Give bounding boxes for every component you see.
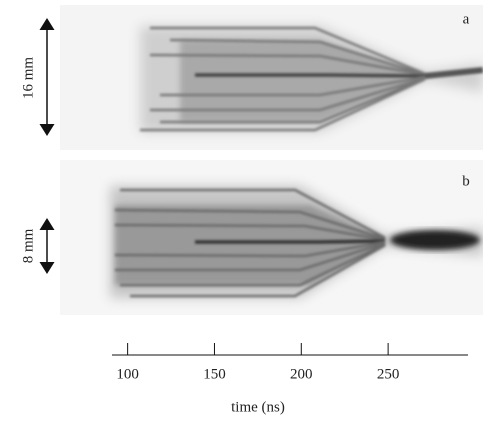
- panel-label: a: [463, 11, 470, 27]
- streak-image-a: [60, 5, 483, 150]
- x-tick-label: 250: [377, 366, 400, 382]
- scale-label: 8 mm: [20, 228, 36, 263]
- axis-label: time (ns): [231, 399, 285, 415]
- x-tick-label: 100: [116, 366, 139, 382]
- x-tick-label: 150: [203, 366, 226, 382]
- scale-label: 16 mm: [20, 57, 36, 99]
- panel-label: b: [462, 173, 470, 189]
- x-tick-label: 200: [290, 366, 313, 382]
- streak-image-b: [60, 160, 483, 315]
